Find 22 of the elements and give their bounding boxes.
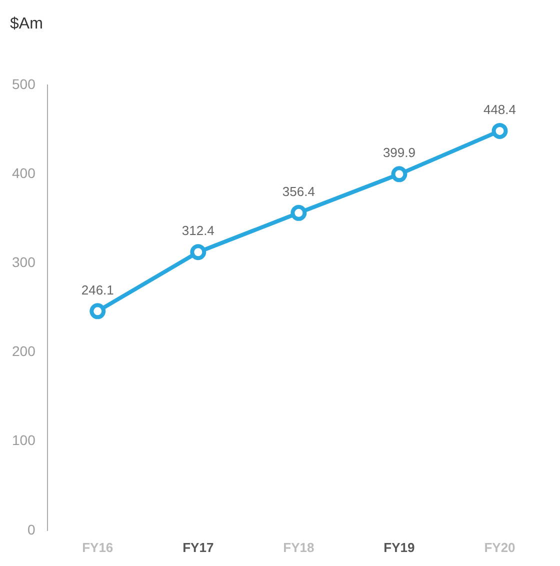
data-label: 356.4 — [282, 184, 315, 199]
data-label: 312.4 — [182, 223, 214, 238]
y-tick-label: 300 — [12, 254, 36, 270]
point — [290, 204, 307, 221]
x-tick-label: FY16 — [82, 540, 114, 555]
point — [492, 122, 508, 139]
point — [90, 303, 106, 320]
y-tick-label: 100 — [12, 432, 36, 448]
data-label: 246.1 — [81, 282, 114, 298]
y-axis-title: $Am — [10, 15, 43, 32]
x-tick-label: FY18 — [283, 540, 314, 555]
y-tick-label: 200 — [12, 343, 36, 360]
x-tick-label: FY20 — [484, 540, 516, 555]
point — [391, 166, 408, 182]
y-tick-label: 500 — [12, 76, 36, 92]
y-tick-label: 400 — [12, 164, 36, 181]
data-label: 448.4 — [483, 102, 516, 118]
x-tick-label: FY17 — [182, 540, 214, 555]
x-tick-label: FY19 — [384, 540, 415, 555]
point — [190, 244, 206, 260]
data-label: 399.9 — [382, 145, 416, 160]
y-tick-label: 0 — [28, 521, 36, 538]
